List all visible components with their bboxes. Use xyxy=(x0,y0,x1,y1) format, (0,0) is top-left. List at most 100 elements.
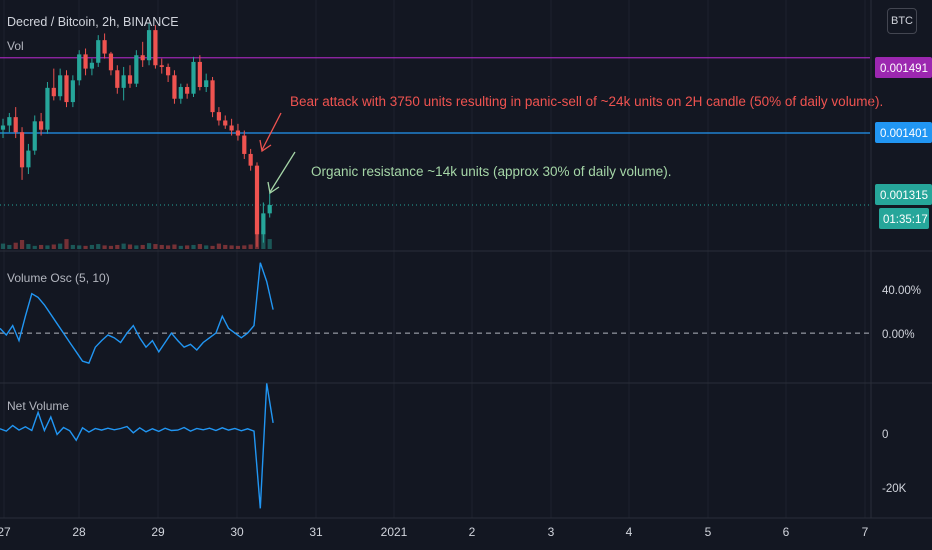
candle[interactable] xyxy=(83,48,88,76)
volume-bar[interactable] xyxy=(51,244,56,250)
candle[interactable] xyxy=(242,130,247,159)
bear-arrow-shaft[interactable] xyxy=(261,112,282,151)
candle[interactable] xyxy=(146,23,152,66)
volume-bar[interactable] xyxy=(216,243,221,249)
price-tag-top[interactable]: 0.001491 xyxy=(875,57,932,78)
candle[interactable] xyxy=(58,68,63,101)
volume-bar[interactable] xyxy=(127,244,133,250)
grid-lines xyxy=(3,0,866,518)
candle[interactable] xyxy=(7,112,12,133)
volume-bar[interactable] xyxy=(32,245,37,249)
volume-bar[interactable] xyxy=(191,244,196,249)
candle[interactable] xyxy=(172,70,177,104)
candle[interactable] xyxy=(185,83,190,99)
candle[interactable] xyxy=(13,107,18,139)
candle[interactable] xyxy=(223,115,228,129)
candle[interactable] xyxy=(108,51,114,76)
candle[interactable] xyxy=(115,65,120,94)
oscillator-line[interactable] xyxy=(0,262,274,364)
candle[interactable] xyxy=(45,81,50,134)
volume-bar[interactable] xyxy=(235,245,241,249)
volume-bar[interactable] xyxy=(26,244,31,249)
volume-bar[interactable] xyxy=(13,242,18,249)
volume-bar[interactable] xyxy=(223,244,228,249)
volume-bar[interactable] xyxy=(83,245,88,249)
candle[interactable] xyxy=(191,56,196,98)
candle[interactable] xyxy=(267,192,272,218)
volume-bar[interactable] xyxy=(166,245,171,249)
volume-bar[interactable] xyxy=(45,245,50,249)
organic-annotation-text[interactable]: Organic resistance ~14k units (approx 30… xyxy=(311,164,672,179)
volume-bar[interactable] xyxy=(204,245,209,249)
volume-bar[interactable] xyxy=(153,244,158,249)
candle[interactable] xyxy=(178,83,183,104)
currency-button[interactable]: BTC xyxy=(887,8,917,34)
volume-bar[interactable] xyxy=(197,244,202,249)
volume-bar[interactable] xyxy=(178,245,183,249)
volume-bar[interactable] xyxy=(58,243,63,249)
candle[interactable] xyxy=(77,50,82,86)
candle[interactable] xyxy=(26,143,31,175)
volume-bar[interactable] xyxy=(172,244,177,250)
time-axis[interactable]: 27 28 29 30 31 2021 2 3 4 5 6 7 xyxy=(0,525,869,539)
candle[interactable] xyxy=(32,115,37,155)
candle-body xyxy=(51,87,56,97)
volume-bar[interactable] xyxy=(70,244,75,249)
volume-bar[interactable] xyxy=(108,245,114,249)
candle[interactable] xyxy=(210,76,215,118)
candle[interactable] xyxy=(229,118,234,136)
volume-bar[interactable] xyxy=(89,244,94,249)
volume-bar[interactable] xyxy=(185,245,190,249)
candle[interactable] xyxy=(70,75,75,108)
volume-bar[interactable] xyxy=(19,240,25,249)
candle[interactable] xyxy=(89,58,94,76)
candle[interactable] xyxy=(166,63,171,82)
volume-bar[interactable] xyxy=(210,245,215,249)
symbol-title[interactable]: Decred / Bitcoin, 2h, BINANCE xyxy=(7,15,179,29)
bear-annotation-text[interactable]: Bear attack with 3750 units resulting in… xyxy=(290,94,883,109)
candle[interactable] xyxy=(248,148,253,171)
candle[interactable] xyxy=(121,66,126,101)
volume-bar[interactable] xyxy=(64,239,69,249)
volume-bar[interactable] xyxy=(248,244,253,250)
volume-bar[interactable] xyxy=(134,245,139,249)
volume-bar[interactable] xyxy=(146,243,152,249)
candle[interactable] xyxy=(0,118,6,139)
candle[interactable] xyxy=(261,202,266,243)
candle[interactable] xyxy=(140,41,145,67)
organic-arrow-shaft[interactable] xyxy=(269,151,296,193)
candle-body xyxy=(96,40,101,63)
volume-bar[interactable] xyxy=(242,245,247,249)
price-tag-mid[interactable]: 0.001401 xyxy=(875,122,932,143)
candle[interactable] xyxy=(159,58,164,74)
volume-bar[interactable] xyxy=(96,244,101,249)
candle[interactable] xyxy=(102,33,107,59)
volume-bar[interactable] xyxy=(140,244,145,249)
price-tag-last[interactable]: 0.001315 xyxy=(875,184,932,205)
candle[interactable] xyxy=(64,70,69,108)
candle-body xyxy=(159,65,164,67)
candle[interactable] xyxy=(127,65,133,88)
volume-bar[interactable] xyxy=(7,244,12,249)
candle[interactable] xyxy=(216,107,221,126)
volume-bar[interactable] xyxy=(229,245,234,249)
volume-bar[interactable] xyxy=(267,239,272,249)
candle[interactable] xyxy=(96,35,101,67)
volume-bar[interactable] xyxy=(0,243,6,249)
candle[interactable] xyxy=(235,123,241,141)
volume-bar[interactable] xyxy=(39,244,44,249)
candle[interactable] xyxy=(19,127,25,180)
candle[interactable] xyxy=(51,68,56,101)
candle[interactable] xyxy=(39,112,44,136)
volume-bar[interactable] xyxy=(102,245,107,249)
candle[interactable] xyxy=(254,162,260,247)
candle[interactable] xyxy=(197,55,202,91)
candle[interactable] xyxy=(134,50,139,88)
net-volume-line[interactable] xyxy=(0,383,274,509)
candle[interactable] xyxy=(153,25,158,69)
volume-bar[interactable] xyxy=(121,243,126,249)
volume-bar[interactable] xyxy=(115,244,120,249)
volume-bar[interactable] xyxy=(159,244,164,249)
candle[interactable] xyxy=(204,73,209,93)
volume-bar[interactable] xyxy=(77,245,82,249)
